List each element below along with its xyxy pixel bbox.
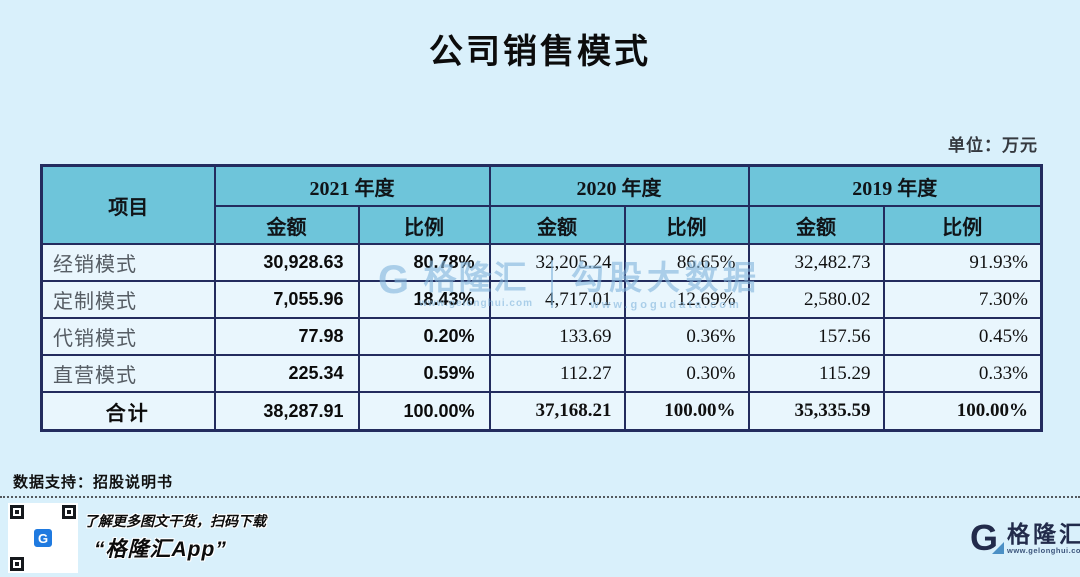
- table-row: 直营模式 225.34 0.59% 112.27 0.30% 115.29 0.…: [40, 354, 1043, 393]
- page-title: 公司销售模式: [429, 33, 651, 71]
- column-header-2020: 2020 年度: [488, 164, 750, 207]
- cell-amount-2019: 32,482.73: [747, 243, 885, 282]
- qr-finder-icon: [62, 505, 76, 519]
- column-header-2021: 2021 年度: [213, 164, 491, 207]
- table-header-row-measures: 金额 比例 金额 比例 金额 比例: [42, 205, 1043, 245]
- cell-ratio-2020: 0.30%: [623, 354, 750, 393]
- gelonghui-logo-text: 格隆汇: [1007, 520, 1080, 547]
- cell-ratio-2020: 12.69%: [623, 280, 750, 319]
- cell-ratio-2019: 91.93%: [882, 243, 1043, 282]
- cell-amount-2020: 133.69: [488, 317, 626, 356]
- logo-triangle-icon: [992, 542, 1004, 554]
- column-header-ratio-2021: 比例: [357, 205, 491, 245]
- cell-ratio-2021: 0.59%: [357, 354, 491, 393]
- gelonghui-logo: G 格隆汇 www.gelonghui.com: [970, 520, 1080, 556]
- column-header-2019: 2019 年度: [747, 164, 1043, 207]
- table-row: 代销模式 77.98 0.20% 133.69 0.36% 157.56 0.4…: [40, 317, 1043, 356]
- sales-mode-table: 项目 2021 年度 2020 年度 2019 年度 金额 比例 金额 比例 金…: [40, 164, 1043, 432]
- row-label: 代销模式: [40, 317, 216, 356]
- cell-ratio-2019: 0.33%: [882, 354, 1043, 393]
- promo-text-line1: 了解更多图文干货，扫码下载: [84, 513, 266, 529]
- gelonghui-logo-icon: G: [970, 520, 1004, 556]
- column-header-ratio-2020: 比例: [623, 205, 750, 245]
- cell-amount-2019: 2,580.02: [747, 280, 885, 319]
- cell-amount-2021: 77.98: [213, 317, 360, 356]
- cell-amount-2021: 30,928.63: [213, 243, 360, 282]
- total-ratio-2020: 100.00%: [623, 391, 750, 432]
- cell-amount-2020: 112.27: [488, 354, 626, 393]
- promo-text-line2: “格隆汇App”: [94, 538, 227, 561]
- column-header-amount-2020: 金额: [488, 205, 626, 245]
- row-label: 定制模式: [40, 280, 216, 319]
- qr-pattern: G: [10, 505, 76, 571]
- column-header-amount-2021: 金额: [213, 205, 360, 245]
- column-header-ratio-2019: 比例: [882, 205, 1043, 245]
- row-label: 直营模式: [40, 354, 216, 393]
- cell-ratio-2019: 0.45%: [882, 317, 1043, 356]
- data-source-label: 数据支持：招股说明书: [13, 474, 174, 491]
- qr-center-logo-icon: G: [32, 527, 54, 549]
- total-ratio-2019: 100.00%: [882, 391, 1043, 432]
- total-amount-2021: 38,287.91: [213, 391, 360, 432]
- table-row: 经销模式 30,928.63 80.78% 32,205.24 86.65% 3…: [40, 243, 1043, 282]
- cell-amount-2020: 32,205.24: [488, 243, 626, 282]
- unit-label: 单位：万元: [948, 136, 1038, 155]
- total-ratio-2021: 100.00%: [357, 391, 491, 432]
- gelonghui-logo-url: www.gelonghui.com: [1007, 545, 1080, 555]
- column-header-amount-2019: 金额: [747, 205, 885, 245]
- column-header-item: 项目: [40, 164, 216, 245]
- total-label: 合计: [40, 391, 216, 432]
- gelonghui-logo-text-block: 格隆汇 www.gelonghui.com: [1007, 522, 1080, 555]
- cell-amount-2020: 4,717.01: [488, 280, 626, 319]
- cell-ratio-2020: 0.36%: [623, 317, 750, 356]
- qr-finder-icon: [10, 505, 24, 519]
- cell-ratio-2020: 86.65%: [623, 243, 750, 282]
- cell-ratio-2021: 80.78%: [357, 243, 491, 282]
- table-total-row: 合计 38,287.91 100.00% 37,168.21 100.00% 3…: [40, 391, 1043, 432]
- cell-amount-2019: 115.29: [747, 354, 885, 393]
- row-label: 经销模式: [40, 243, 216, 282]
- total-amount-2020: 37,168.21: [488, 391, 626, 432]
- cell-ratio-2019: 7.30%: [882, 280, 1043, 319]
- cell-amount-2021: 225.34: [213, 354, 360, 393]
- table-row: 定制模式 7,055.96 18.43% 4,717.01 12.69% 2,5…: [40, 280, 1043, 319]
- total-amount-2019: 35,335.59: [747, 391, 885, 432]
- qr-finder-icon: [10, 557, 24, 571]
- cell-ratio-2021: 18.43%: [357, 280, 491, 319]
- cell-amount-2019: 157.56: [747, 317, 885, 356]
- table-header-row-years: 项目 2021 年度 2020 年度 2019 年度: [40, 164, 1043, 245]
- dotted-divider: [0, 496, 1080, 498]
- qr-code-icon: G: [8, 503, 78, 573]
- cell-ratio-2021: 0.20%: [357, 317, 491, 356]
- cell-amount-2021: 7,055.96: [213, 280, 360, 319]
